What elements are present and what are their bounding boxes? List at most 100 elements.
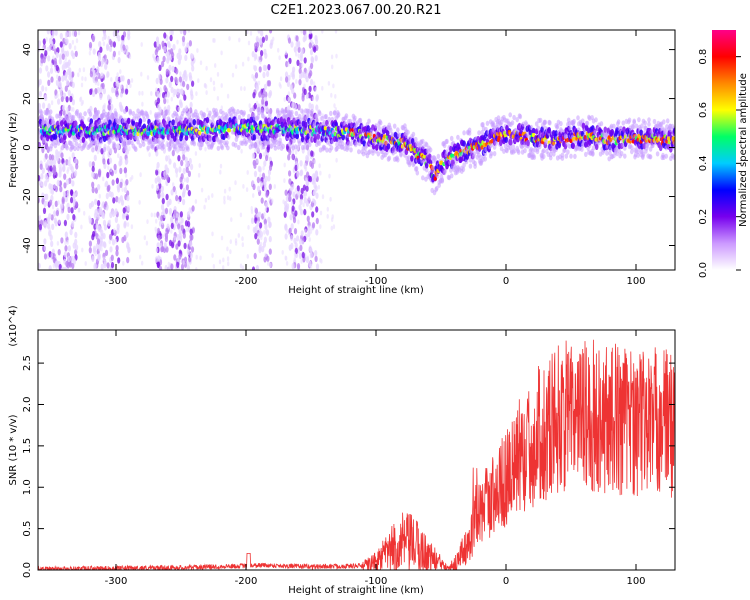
heatmap-cell xyxy=(252,92,256,99)
heatmap-cell xyxy=(96,87,100,94)
heatmap-cell xyxy=(100,246,103,252)
heatmap-cell xyxy=(283,97,286,102)
heatmap-cell xyxy=(49,230,52,236)
heatmap-cell xyxy=(158,177,162,185)
heatmap-cell xyxy=(53,184,56,189)
heatmap-cell xyxy=(305,177,308,183)
heatmap-cell xyxy=(467,130,472,136)
heatmap-cell xyxy=(169,30,172,35)
heatmap-cell xyxy=(149,110,152,115)
heatmap-cell xyxy=(71,114,76,120)
heatmap-cell xyxy=(60,152,64,159)
heatmap-cell xyxy=(216,72,220,77)
heatmap-cell xyxy=(150,91,153,96)
heatmap-cell xyxy=(252,134,257,141)
heatmap-cell xyxy=(108,45,113,53)
heatmap-cell xyxy=(72,192,76,200)
heatmap-cell xyxy=(296,263,301,270)
heatmap-cell xyxy=(264,175,268,183)
heatmap-cell xyxy=(175,213,179,219)
heatmap-cell xyxy=(88,111,93,117)
heatmap-cell xyxy=(658,144,663,152)
heatmap-cell xyxy=(105,192,109,200)
heatmap-cell xyxy=(120,87,125,94)
heatmap-cell xyxy=(59,203,64,210)
heatmap-cell xyxy=(95,71,99,78)
heatmap-cell xyxy=(96,208,100,214)
heatmap-cell xyxy=(266,143,271,151)
heatmap-cell xyxy=(211,253,214,258)
heatmap-cell xyxy=(297,41,301,48)
heatmap-cell xyxy=(88,161,92,168)
heatmap-cell xyxy=(324,113,328,120)
heatmap-cell xyxy=(183,177,186,183)
heatmap-cell xyxy=(298,79,302,86)
heatmap-cell xyxy=(222,265,225,270)
heatmap-cell xyxy=(73,30,78,37)
heatmap-cell xyxy=(392,123,397,129)
heatmap-cell xyxy=(60,95,64,103)
heatmap-cell xyxy=(211,193,214,198)
heatmap-cell xyxy=(406,129,410,135)
heatmap-cell xyxy=(253,56,257,62)
heatmap-cell xyxy=(121,118,126,124)
heatmap-cell xyxy=(572,118,576,124)
heatmap-cell xyxy=(57,137,60,142)
heatmap-cell xyxy=(440,177,445,183)
heatmap-cell xyxy=(229,113,234,119)
heatmap-cell xyxy=(61,196,65,203)
heatmap-cell xyxy=(251,51,255,58)
heatmap-cell xyxy=(59,169,62,175)
heatmap-cell xyxy=(126,117,131,125)
heatmap-cell xyxy=(243,86,246,91)
heatmap-cell xyxy=(260,235,263,241)
heatmap-cell xyxy=(65,79,70,86)
heatmap-cell xyxy=(256,176,260,184)
heatmap-cell xyxy=(106,73,109,79)
heatmap-cell xyxy=(73,145,77,152)
heatmap-cell xyxy=(313,159,316,165)
heatmap-cell xyxy=(88,215,91,221)
heatmap-cell xyxy=(64,37,67,43)
heatmap-cell xyxy=(51,223,55,230)
heatmap-cell xyxy=(268,164,273,171)
heatmap-cell xyxy=(648,154,653,160)
heatmap-cell xyxy=(94,198,98,205)
heatmap-cell xyxy=(267,63,271,71)
heatmap-cell xyxy=(101,203,104,209)
heatmap-cell xyxy=(285,60,289,68)
heatmap-cell xyxy=(175,194,179,202)
heatmap-cell xyxy=(229,239,232,245)
heatmap-cell xyxy=(125,179,129,186)
heatmap-cell xyxy=(290,72,293,78)
heatmap-cell xyxy=(44,94,48,102)
heatmap-cell xyxy=(284,205,288,213)
heatmap-cell xyxy=(315,104,319,111)
heatmap-cell xyxy=(151,184,154,189)
heatmap-cell xyxy=(187,170,191,177)
heatmap-cell xyxy=(165,77,169,84)
heatmap-cell xyxy=(287,37,292,44)
heatmap-cell xyxy=(263,181,267,188)
heatmap-cell xyxy=(155,247,158,253)
heatmap-cell xyxy=(97,225,101,232)
heatmap-cell xyxy=(284,255,287,261)
heatmap-cell xyxy=(172,92,175,98)
heatmap-cell xyxy=(108,157,113,164)
heatmap-cell xyxy=(107,35,110,41)
heatmap-cell xyxy=(257,106,261,112)
heatmap-cell xyxy=(226,256,230,262)
heatmap-cell xyxy=(185,184,189,191)
heatmap-cell xyxy=(216,96,220,101)
heatmap-cell xyxy=(647,117,651,123)
heatmap-cell xyxy=(84,140,88,146)
heatmap-cell xyxy=(180,217,184,224)
heatmap-cell xyxy=(192,119,197,126)
heatmap-cell xyxy=(623,153,627,159)
heatmap-cell xyxy=(251,217,254,223)
heatmap-cell xyxy=(78,67,82,73)
heatmap-cell xyxy=(247,40,251,46)
heatmap-cell xyxy=(100,148,104,155)
heatmap-cell xyxy=(288,178,292,185)
heatmap-cell xyxy=(288,170,292,177)
